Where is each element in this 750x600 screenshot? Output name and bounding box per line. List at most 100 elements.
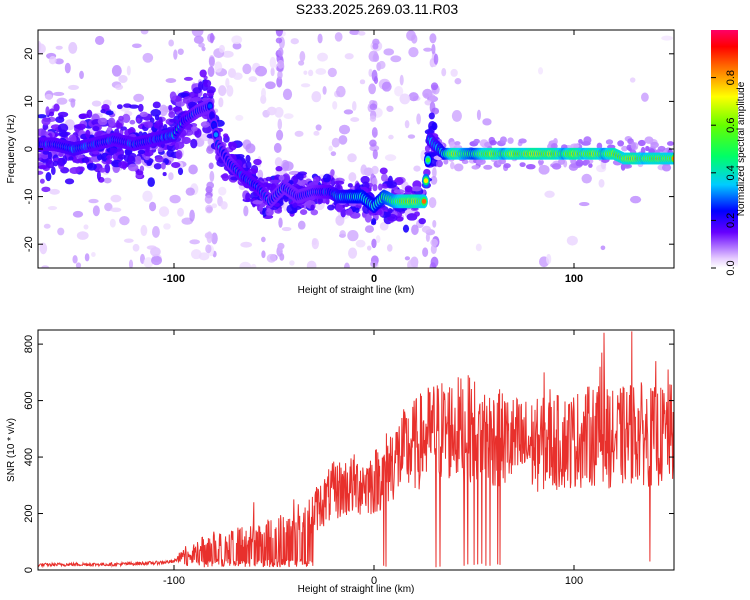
spectrogram-cell <box>69 167 81 174</box>
spectrogram-speckle <box>411 224 419 236</box>
spectrogram-speckle <box>38 43 46 55</box>
spectrogram-cell <box>64 178 75 185</box>
spectrogram-speckle <box>68 41 78 54</box>
spectrogram-speckle <box>41 265 50 268</box>
spectrogram-speckle <box>188 164 198 175</box>
snr-frame <box>37 329 675 571</box>
x-tick-label: -100 <box>163 273 185 285</box>
spectrogram-speckle <box>201 46 206 52</box>
spectrogram-speckle <box>408 47 419 58</box>
spectrogram-speckle <box>404 120 410 129</box>
spectrogram-cell <box>228 141 237 151</box>
spectrogram-streak <box>428 197 437 209</box>
spectrogram-streak <box>209 32 214 44</box>
spectrogram-cell <box>578 138 583 144</box>
spectrogram-cell <box>92 125 100 132</box>
spectrogram-speckle <box>360 164 368 176</box>
spectrogram-speckle <box>232 42 242 50</box>
spectrogram-streak <box>433 53 439 65</box>
spectrogram-speckle <box>359 79 366 85</box>
spectrogram-cell <box>327 204 335 211</box>
spectrogram-streak <box>206 231 213 244</box>
spectrogram-heatmap <box>38 30 674 268</box>
spectrogram-cell <box>177 167 184 176</box>
spectrogram-speckle <box>297 220 306 230</box>
spectrogram-streak <box>429 33 437 44</box>
spectrogram-speckle <box>331 137 340 148</box>
spectrogram-speckle <box>454 78 462 85</box>
spectrogram-ridge-core <box>671 156 674 161</box>
spectrogram-cell <box>275 166 283 172</box>
spectrogram-speckle <box>390 55 402 63</box>
spectrogram-cell <box>137 149 146 155</box>
spectrogram-speckle <box>225 77 230 89</box>
spectrogram-speckle <box>598 178 605 188</box>
spectrogram-speckle <box>123 238 134 243</box>
spectrogram-cell <box>262 182 270 188</box>
spectrogram-cell <box>644 136 654 144</box>
spectrogram-speckle <box>49 188 60 195</box>
spectrogram-speckle <box>330 151 337 157</box>
spectrogram-speckle <box>422 247 429 258</box>
spectrogram-cell <box>41 117 51 126</box>
spectrogram-cell <box>180 92 190 97</box>
spectrogram-cell <box>317 197 324 204</box>
spectrogram-speckle <box>149 201 157 212</box>
spectrogram-cell <box>190 126 198 132</box>
spectrogram-cell <box>247 168 258 175</box>
spectrogram-speckle <box>334 32 343 42</box>
spectrogram-speckle <box>344 53 354 60</box>
spectrogram-cell <box>106 154 113 160</box>
spectrogram-speckle <box>289 260 295 266</box>
spectrogram-y-axis-label: Frequency (Hz) <box>6 115 17 184</box>
spectrogram-speckle <box>270 67 275 77</box>
spectrogram-speckle <box>185 187 195 196</box>
spectrogram-speckle <box>39 242 48 255</box>
spectrogram-cell <box>371 218 377 224</box>
spectrogram-streak <box>278 217 283 228</box>
spectrogram-speckle <box>450 68 458 77</box>
spectrogram-cell <box>128 155 133 164</box>
colorbar-label: Normalized spectral amplitude <box>736 81 747 216</box>
spectrogram-speckle <box>408 92 419 102</box>
spectrogram-cell <box>171 161 181 169</box>
spectrogram-speckle <box>317 33 323 44</box>
spectrogram-cell <box>558 158 566 165</box>
spectrogram-cell <box>265 176 273 182</box>
spectrogram-streak <box>205 244 212 254</box>
spectrogram-cell <box>402 224 410 233</box>
spectrogram-speckle <box>282 88 293 101</box>
spectrogram-speckle <box>64 62 71 74</box>
spectrogram-speckle <box>44 93 53 100</box>
spectrogram-cell <box>200 121 210 128</box>
spectrogram-cell <box>139 111 148 118</box>
spectrogram-cell <box>424 129 435 135</box>
spectrogram-cell <box>661 163 672 172</box>
spectrogram-speckle <box>294 130 304 137</box>
snr-plot-area <box>38 330 674 570</box>
spectrogram-speckle <box>243 205 249 217</box>
spectrogram-speckle <box>384 154 397 162</box>
spectrogram-cell <box>299 209 308 216</box>
spectrogram-cell <box>266 183 277 191</box>
spectrogram-speckle <box>273 142 282 153</box>
spectrogram-cell <box>100 109 106 114</box>
spectrogram-cell <box>53 103 60 112</box>
spectrogram-speckle <box>338 124 351 135</box>
spectrogram-cell <box>121 113 131 123</box>
y-tick-label: -20 <box>23 236 35 252</box>
spectrogram-speckle <box>371 165 379 175</box>
x-tick-label: 0 <box>371 575 377 587</box>
spectrogram-cell <box>605 139 614 145</box>
spectrogram-speckle <box>248 76 258 82</box>
spectrogram-streak <box>430 82 439 91</box>
spectrogram-streak <box>278 242 284 252</box>
y-tick-label: 20 <box>23 48 35 60</box>
y-tick-label: 400 <box>23 448 35 466</box>
spectrogram-speckle <box>327 67 337 78</box>
spectrogram-speckle <box>379 221 389 231</box>
spectrogram-cell <box>570 143 580 149</box>
spectrogram-speckle <box>226 85 234 97</box>
spectrogram-streak <box>432 167 437 178</box>
